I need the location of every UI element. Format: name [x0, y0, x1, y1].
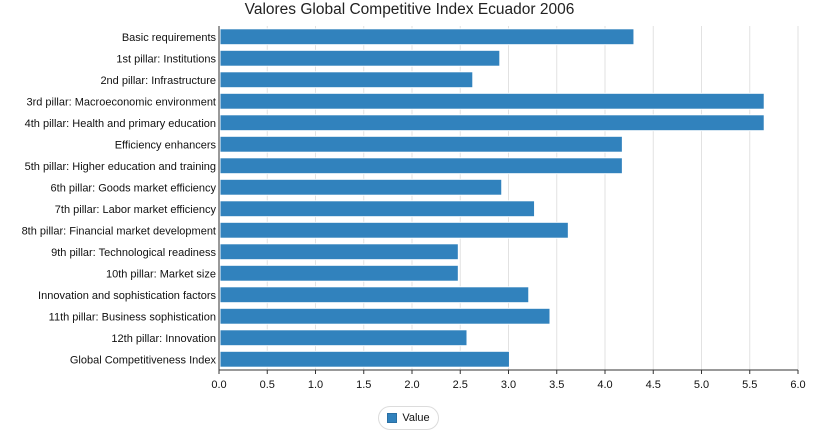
bar: [219, 135, 623, 153]
legend-label: Value: [402, 412, 430, 424]
bar: [219, 28, 635, 46]
category-label: Basic requirements: [122, 32, 217, 44]
category-label: Efficiency enhancers: [115, 139, 217, 151]
category-label: 10th pillar: Market size: [106, 268, 216, 280]
x-tick-label: 3.5: [549, 379, 564, 391]
category-label: 12th pillar: Innovation: [111, 333, 216, 345]
x-tick-label: 4.0: [597, 379, 612, 391]
x-tick-label: 2.0: [404, 379, 419, 391]
bar: [219, 157, 623, 175]
legend[interactable]: Value: [378, 406, 439, 430]
legend-swatch: [387, 413, 398, 423]
category-label: 5th pillar: Higher education and trainin…: [25, 161, 216, 173]
x-tick-label: 0.5: [260, 379, 275, 391]
bar: [219, 114, 765, 132]
x-tick-label: 1.0: [308, 379, 323, 391]
x-tick-label: 5.0: [694, 379, 709, 391]
x-tick-label: 0.0: [211, 379, 226, 391]
x-tick-label: 6.0: [790, 379, 805, 391]
category-label: 4th pillar: Health and primary education: [25, 118, 216, 130]
x-tick-label: 2.5: [453, 379, 468, 391]
category-label: Global Competitiveness Index: [70, 354, 217, 366]
bar: [219, 307, 551, 325]
bar: [219, 264, 459, 282]
x-tick-label: 5.5: [742, 379, 757, 391]
category-label: 6th pillar: Goods market efficiency: [51, 182, 217, 194]
category-label: 1st pillar: Institutions: [116, 53, 216, 65]
bar: [219, 221, 569, 239]
bar: [219, 243, 459, 261]
category-label: 9th pillar: Technological readiness: [51, 247, 216, 259]
bar: [219, 200, 536, 218]
category-label: 2nd pillar: Infrastructure: [100, 75, 216, 87]
category-label: 3rd pillar: Macroeconomic environment: [26, 96, 216, 108]
bar: [219, 178, 503, 196]
category-label: Innovation and sophistication factors: [38, 290, 216, 302]
x-tick-label: 4.5: [646, 379, 661, 391]
category-label: 7th pillar: Labor market efficiency: [55, 204, 217, 216]
bar: [219, 71, 474, 89]
bar: [219, 350, 510, 368]
category-label: 11th pillar: Business sophistication: [49, 311, 216, 323]
x-tick-label: 1.5: [356, 379, 371, 391]
chart-title: Valores Global Competitive Index Ecuador…: [244, 1, 575, 18]
category-label: 8th pillar: Financial market development: [22, 225, 216, 237]
bar: [219, 329, 468, 347]
bar: [219, 92, 765, 110]
x-tick-label: 3.0: [501, 379, 516, 391]
bar: [219, 286, 530, 304]
bar: [219, 49, 501, 67]
